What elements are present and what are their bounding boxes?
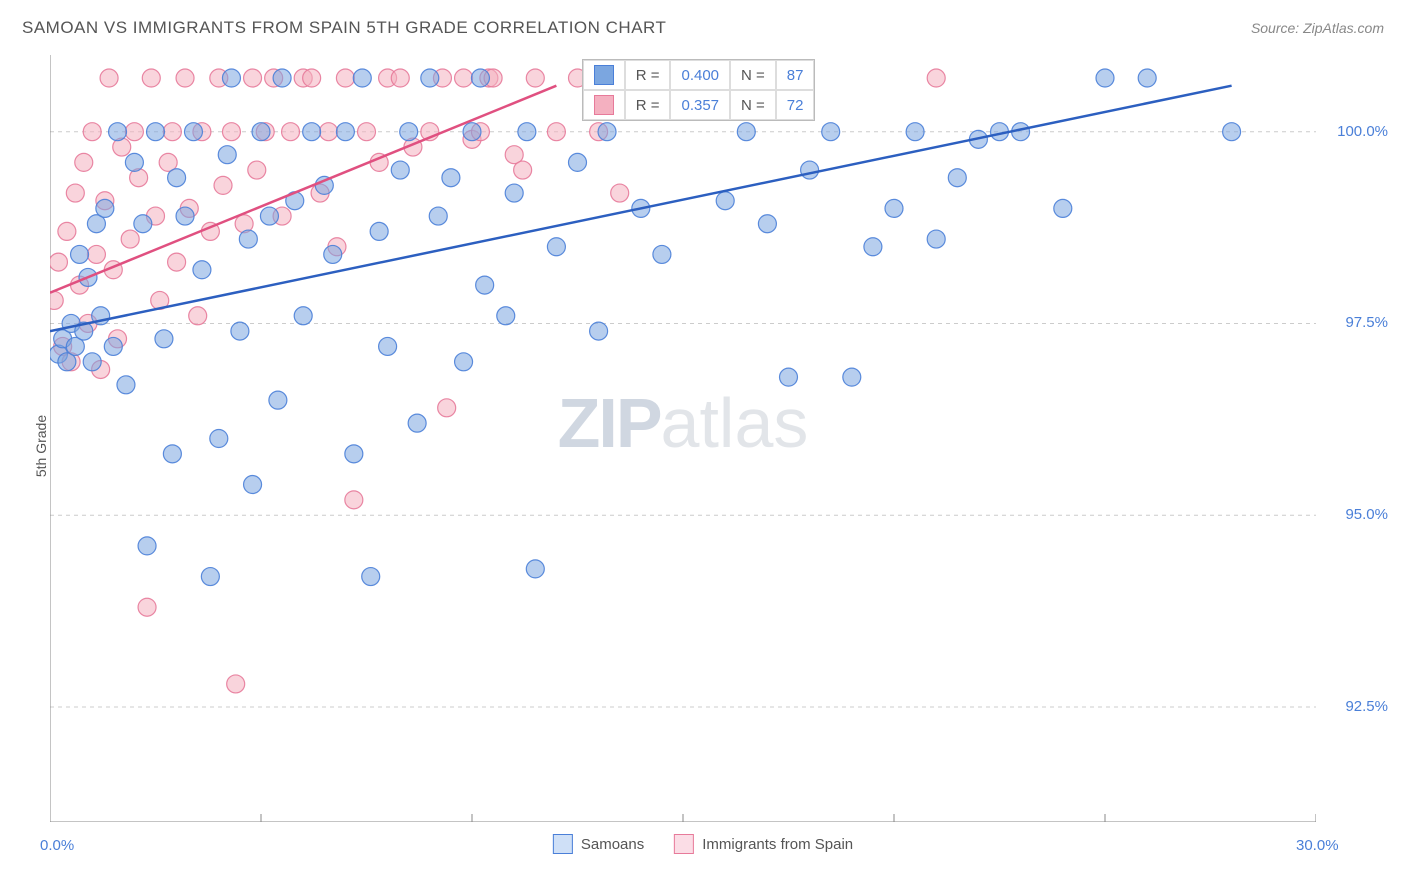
y-tick-label: 92.5% xyxy=(1345,698,1388,715)
x-axis-end-label: 30.0% xyxy=(1296,837,1339,854)
y-tick-label: 97.5% xyxy=(1345,314,1388,331)
bottom-legend: Samoans Immigrants from Spain xyxy=(553,834,853,854)
y-tick-label: 100.0% xyxy=(1337,123,1388,140)
chart-title: SAMOAN VS IMMIGRANTS FROM SPAIN 5TH GRAD… xyxy=(22,18,666,38)
legend-item-spain: Immigrants from Spain xyxy=(674,834,853,854)
stats-row: R =0.400N =87 xyxy=(583,60,815,90)
x-axis-start-label: 0.0% xyxy=(40,837,74,854)
legend-label-spain: Immigrants from Spain xyxy=(702,836,853,853)
plot-container: ZIPatlas R =0.400N =87R =0.357N =72 xyxy=(50,55,1316,822)
legend-swatch-blue xyxy=(553,834,573,854)
legend-swatch-pink xyxy=(674,834,694,854)
legend-item-samoans: Samoans xyxy=(553,834,644,854)
legend-label-samoans: Samoans xyxy=(581,836,644,853)
y-tick-label: 95.0% xyxy=(1345,506,1388,523)
source-label: Source: ZipAtlas.com xyxy=(1251,20,1384,36)
stats-legend-box: R =0.400N =87R =0.357N =72 xyxy=(582,59,816,121)
stats-row: R =0.357N =72 xyxy=(583,90,815,120)
scatter-plot xyxy=(50,55,1316,822)
y-axis-label: 5th Grade xyxy=(33,415,49,477)
